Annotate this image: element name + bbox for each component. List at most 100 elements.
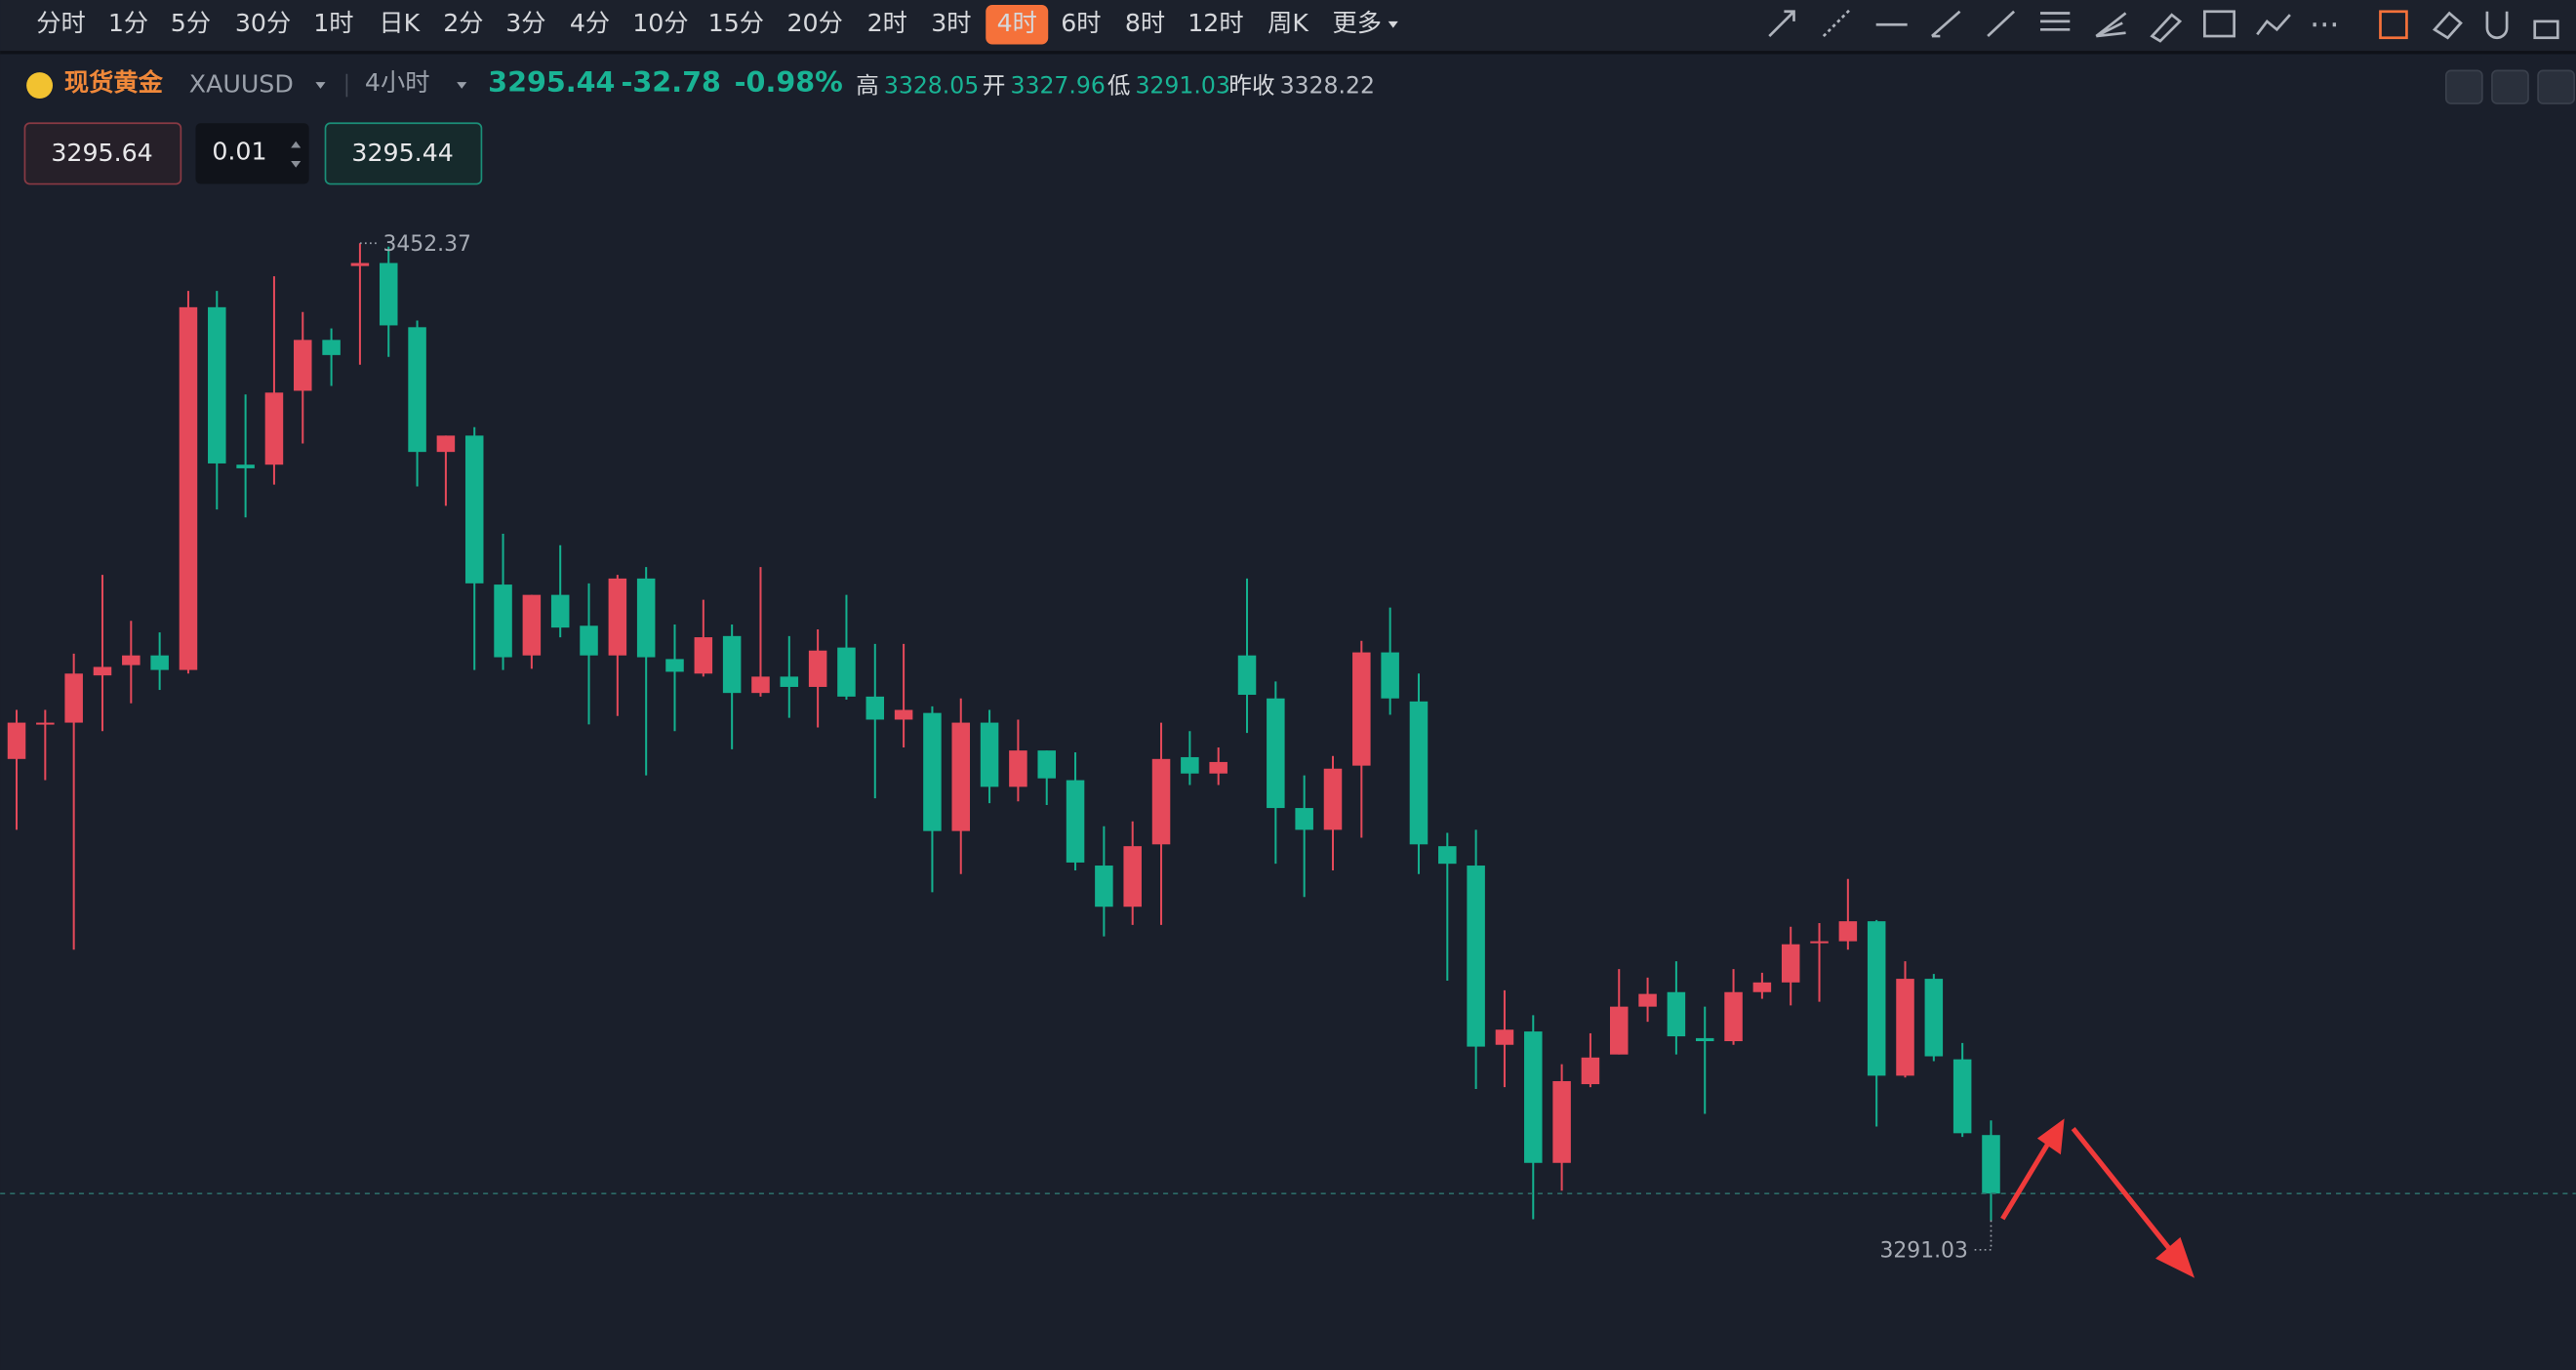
tool-lock[interactable] (2533, 20, 2559, 40)
candle-body (694, 637, 713, 674)
interval-button[interactable]: 15分 (708, 9, 764, 37)
sell-box[interactable] (23, 122, 182, 185)
candle-body (1609, 1006, 1629, 1055)
stat-value: 3327.96 (1010, 72, 1105, 100)
interval-button[interactable]: 3时 (931, 9, 971, 37)
buy-price[interactable]: 3295.44 (351, 139, 453, 167)
stat-value: 3291.03 (1135, 72, 1229, 100)
interval-button[interactable]: 4分 (570, 9, 610, 37)
period[interactable]: 4小时 (365, 68, 430, 97)
candle-body (1066, 780, 1085, 863)
drawing-tools (1768, 9, 2559, 43)
lot-size[interactable]: 0.01 (212, 138, 266, 166)
candle-body (1667, 991, 1686, 1037)
tool-fib[interactable] (2040, 12, 2071, 31)
interval-button[interactable]: 5分 (171, 9, 211, 37)
tool-arrow[interactable] (1768, 10, 1795, 37)
caret (315, 82, 326, 89)
stat-label: 低 (1107, 72, 1131, 100)
interval-button[interactable]: 10分 (632, 9, 688, 37)
candle-body (408, 327, 426, 453)
candle-body (1151, 758, 1171, 845)
candle-body (122, 655, 141, 665)
tool-fan[interactable] (2095, 12, 2127, 38)
tool-wave[interactable] (2256, 14, 2291, 36)
symbol-code[interactable]: XAUUSD (189, 70, 294, 99)
buy-box[interactable] (324, 122, 483, 185)
candle-body (1781, 944, 1800, 983)
tool-edit[interactable] (2379, 10, 2408, 40)
interval-button[interactable]: 1分 (108, 9, 148, 37)
panel-button[interactable] (2491, 69, 2529, 104)
interval-button[interactable]: 周K (1268, 9, 1309, 37)
price-change-pct: -0.98% (735, 65, 843, 99)
toolbar (0, 0, 2576, 53)
annotation-arrows (2000, 1118, 2195, 1278)
interval-button[interactable]: 12时 (1187, 9, 1243, 37)
candle-body (865, 696, 885, 720)
active-interval-bg (986, 5, 1049, 45)
interval-button[interactable]: 4时 (997, 9, 1037, 37)
candle-body (951, 722, 971, 831)
candle-body (1495, 1029, 1514, 1045)
interval-button[interactable]: 2时 (867, 9, 907, 37)
candle-body (264, 392, 284, 465)
candle-body (1267, 698, 1285, 809)
candle-body (923, 712, 942, 831)
candle-body (1037, 750, 1056, 779)
candle-body (36, 722, 55, 725)
panel-button[interactable] (2444, 69, 2483, 104)
interval-button[interactable]: 分时 (36, 9, 86, 37)
candle-body (1896, 979, 1914, 1076)
interval-button[interactable]: 3分 (505, 9, 545, 37)
candle-body (1838, 921, 1858, 942)
candle-body (550, 594, 570, 628)
interval-button[interactable]: 8时 (1125, 9, 1165, 37)
low-label: 3291.03 (1879, 1239, 1967, 1264)
sell-price[interactable]: 3295.64 (51, 139, 152, 167)
candle-body (322, 340, 341, 355)
candle-body (837, 647, 856, 697)
candle-body (1638, 993, 1657, 1007)
candle-body (636, 578, 656, 658)
interval-button[interactable]: 日K (379, 9, 421, 37)
arrowhead (2036, 1118, 2065, 1155)
candle-body (1237, 655, 1257, 696)
interval-button[interactable]: 更多 (1332, 9, 1382, 37)
candle-body (1552, 1080, 1571, 1163)
interval-button[interactable]: 1时 (313, 9, 353, 37)
caret (1388, 20, 1398, 28)
tool-eraser[interactable] (2432, 11, 2463, 40)
candle-body (93, 666, 112, 676)
arrow-up (2000, 1139, 2053, 1221)
panel-buttons (2444, 69, 2575, 104)
symbol-name[interactable]: 现货黄金 (64, 68, 164, 97)
tool-magnet[interactable] (2485, 11, 2509, 40)
candle-body (1924, 979, 1944, 1057)
last-price: 3295.44 (488, 65, 615, 99)
candle-body (464, 435, 484, 584)
candle-body (1209, 761, 1228, 774)
interval-button[interactable]: 30分 (235, 9, 291, 37)
stat-value: 3328.05 (884, 72, 979, 100)
interval-button[interactable]: 2分 (443, 9, 483, 37)
lot-box[interactable] (195, 123, 309, 184)
candle-body (64, 673, 83, 723)
candle-body (350, 262, 370, 266)
candle-body (7, 722, 26, 759)
tool-image[interactable] (2203, 10, 2236, 38)
interval-button[interactable]: 6时 (1061, 9, 1101, 37)
tool-segment[interactable] (1931, 10, 1961, 38)
tool-trend[interactable] (1987, 10, 2016, 38)
candle-body (1123, 846, 1142, 907)
interval-button[interactable]: 20分 (786, 9, 842, 37)
candle-body (1381, 652, 1399, 699)
panel-button[interactable] (2537, 69, 2575, 104)
spinner[interactable] (291, 141, 302, 168)
tool-brush[interactable] (2150, 13, 2183, 43)
stat-value: 3328.22 (1280, 72, 1375, 100)
